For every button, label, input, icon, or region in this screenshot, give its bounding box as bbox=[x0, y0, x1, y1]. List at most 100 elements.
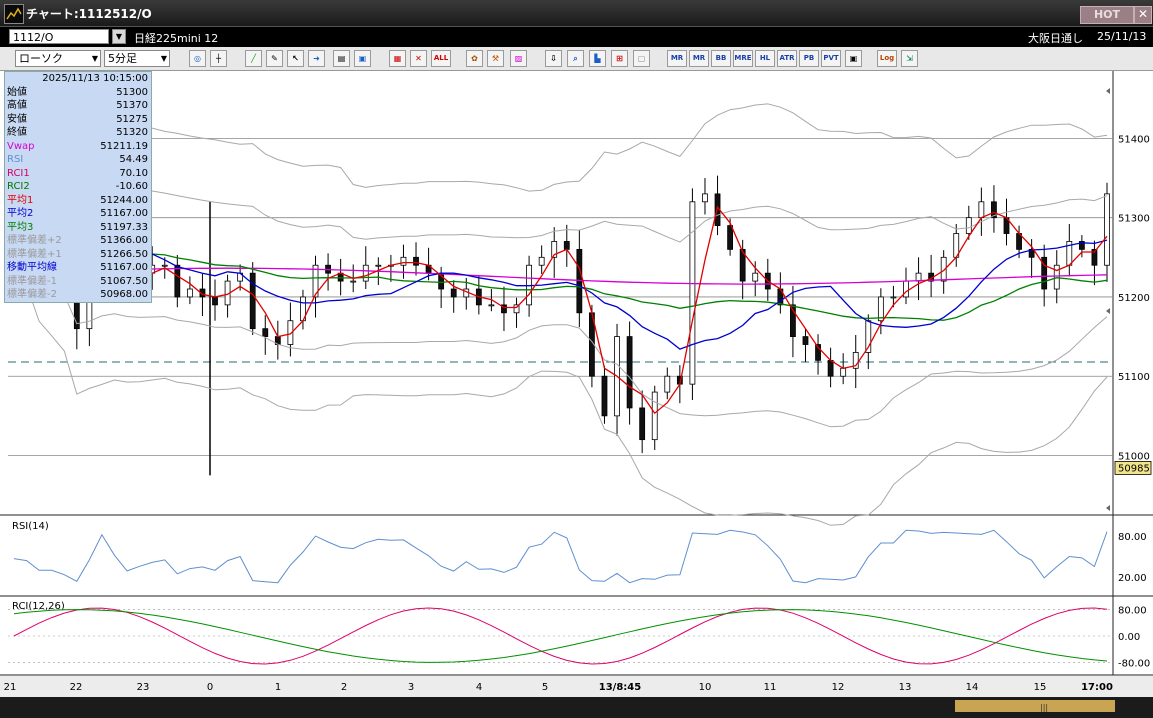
cursor-icon[interactable]: ↖ bbox=[287, 50, 304, 67]
pb-icon[interactable]: PB bbox=[799, 50, 819, 67]
candle-body bbox=[739, 248, 746, 282]
info-key: 終値 bbox=[7, 127, 27, 138]
symbol-input[interactable]: 1112/O bbox=[9, 29, 109, 44]
mr-icon[interactable]: MR bbox=[667, 50, 687, 67]
instrument-name: 日経225mini 12 bbox=[134, 32, 219, 45]
grid-icon[interactable]: ▦ bbox=[389, 50, 406, 67]
info-rows: 始値 51300 高値 51370 安値 51275 終値 51320 Vwap 51211.19… bbox=[5, 86, 151, 302]
candle bbox=[513, 297, 520, 328]
candle bbox=[852, 335, 859, 389]
info-row: 始値 51300 bbox=[5, 86, 151, 100]
delete-all-icon[interactable]: ALL bbox=[431, 50, 451, 67]
search-icon[interactable]: ⌕ bbox=[567, 50, 584, 67]
chart-area[interactable]: 51400 51300 51200 51100 51000 50985 RSI(14) 80.… bbox=[0, 71, 1153, 715]
log-icon[interactable]: Log bbox=[877, 50, 897, 67]
rsi-tick-label: 80.00 bbox=[1118, 532, 1147, 543]
candle bbox=[413, 242, 419, 276]
export-icon[interactable]: ⇲ bbox=[901, 50, 918, 67]
candle-body bbox=[501, 304, 507, 314]
time-tick-label: 5 bbox=[542, 682, 548, 693]
candle-body bbox=[262, 328, 269, 337]
close-button[interactable]: ✕ bbox=[1134, 6, 1152, 24]
delete-icon[interactable]: ✕ bbox=[410, 50, 427, 67]
candle-body bbox=[174, 264, 181, 298]
ruler-icon[interactable]: ⊞ bbox=[611, 50, 628, 67]
trash-icon[interactable]: ▣ bbox=[354, 50, 371, 67]
zoom-icon[interactable]: ◎ bbox=[189, 50, 206, 67]
bb-icon[interactable]: MR bbox=[689, 50, 709, 67]
time-tick-label: 22 bbox=[70, 682, 83, 693]
info-value: 51370 bbox=[116, 100, 148, 111]
note-icon[interactable]: ▤ bbox=[333, 50, 350, 67]
arrow-icon[interactable]: ➜ bbox=[308, 50, 325, 67]
candle-body bbox=[840, 367, 847, 377]
palette-icon[interactable]: ▨ bbox=[510, 50, 527, 67]
candle-body bbox=[890, 296, 897, 299]
ghost-icon[interactable]: ▢ bbox=[633, 50, 650, 67]
candle bbox=[262, 315, 269, 355]
box-icon[interactable]: ▣ bbox=[845, 50, 862, 67]
time-tick-label: 10 bbox=[699, 682, 712, 693]
info-value: 51211.19 bbox=[100, 140, 148, 152]
candle bbox=[589, 304, 595, 388]
time-tick-label: 11 bbox=[764, 682, 777, 693]
rci1-line bbox=[13, 607, 1108, 665]
candle bbox=[1091, 240, 1098, 286]
mre-icon[interactable]: MRE bbox=[733, 50, 753, 67]
rci-tick-label: -80.00 bbox=[1118, 658, 1150, 669]
paint-icon[interactable]: ✎ bbox=[266, 50, 283, 67]
candle bbox=[186, 276, 193, 305]
candle-body bbox=[1041, 256, 1048, 290]
time-tick-label: 15 bbox=[1034, 682, 1047, 693]
rci-tick-label: 80.00 bbox=[1118, 606, 1147, 617]
info-value: 51275 bbox=[116, 113, 148, 125]
info-value: 51167.00 bbox=[100, 208, 148, 219]
info-row: 標準偏差-1 51067.50 bbox=[5, 275, 151, 289]
chart-canvas[interactable]: 514005130051200511005100050985RSI(14)80.… bbox=[0, 71, 1153, 715]
scroll-thumb bbox=[955, 700, 1115, 712]
current-price-badge bbox=[1114, 460, 1152, 475]
candle-body bbox=[538, 256, 545, 266]
candle bbox=[890, 285, 897, 308]
symbol-dropdown-button[interactable]: ▼ bbox=[112, 29, 126, 44]
tools-icon[interactable]: ✿ bbox=[466, 50, 483, 67]
price-tick-label: 51400 bbox=[1118, 134, 1150, 145]
atr-icon[interactable]: ATR bbox=[777, 50, 797, 67]
wrench-icon[interactable]: ⚒ bbox=[487, 50, 504, 67]
hot-button[interactable]: HOT bbox=[1080, 6, 1134, 24]
trendline-icon[interactable]: ╱ bbox=[245, 50, 262, 67]
interval-value: 5分足 bbox=[108, 52, 137, 65]
candle-body bbox=[362, 264, 369, 282]
pvt-icon[interactable]: PVT bbox=[821, 50, 841, 67]
bollinger-band-line bbox=[14, 165, 1108, 243]
candle bbox=[727, 218, 734, 256]
time-tick-label: 13/8:45 bbox=[599, 682, 641, 693]
candle-body bbox=[852, 352, 859, 369]
rsi-line bbox=[13, 529, 1108, 584]
chart-icon[interactable]: ▙ bbox=[589, 50, 606, 67]
chart-type-select[interactable]: ローソク ▼ bbox=[15, 50, 101, 67]
info-key: RCI2 bbox=[7, 181, 30, 192]
crosshair-icon[interactable]: ┼ bbox=[210, 50, 227, 67]
candle bbox=[312, 255, 319, 318]
hl-icon[interactable]: HL bbox=[755, 50, 775, 67]
time-tick-label: 12 bbox=[832, 682, 845, 693]
candle bbox=[1078, 235, 1085, 258]
interval-select[interactable]: 5分足 ▼ bbox=[104, 50, 170, 67]
candle-body bbox=[965, 217, 972, 234]
info-row: 高値 51370 bbox=[5, 99, 151, 113]
time-tick-label: 0 bbox=[207, 682, 213, 693]
candle-body bbox=[752, 272, 759, 282]
candle-body bbox=[626, 336, 633, 409]
candle-body bbox=[1091, 248, 1098, 266]
info-value: 51300 bbox=[116, 86, 148, 98]
ma2-line bbox=[13, 193, 1108, 350]
bollinger-icon[interactable]: BB bbox=[711, 50, 731, 67]
scroll-bar[interactable]: ||| bbox=[0, 697, 1153, 715]
info-key: 安値 bbox=[7, 113, 27, 125]
candle-body bbox=[827, 359, 834, 377]
candle bbox=[639, 390, 646, 454]
order-icon[interactable]: ⇩ bbox=[545, 50, 562, 67]
bollinger-band-line bbox=[13, 103, 1108, 192]
candle-body bbox=[161, 264, 168, 267]
